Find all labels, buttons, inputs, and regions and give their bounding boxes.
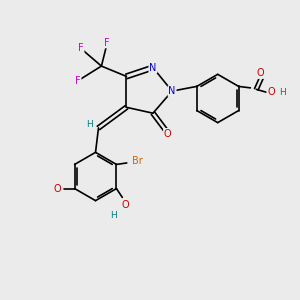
Text: H: H (279, 88, 286, 97)
Text: H: H (110, 212, 117, 220)
Text: F: F (104, 38, 110, 47)
Text: O: O (122, 200, 129, 210)
Text: O: O (267, 87, 275, 97)
Text: N: N (168, 86, 176, 96)
Text: H: H (86, 121, 93, 130)
Text: O: O (257, 68, 265, 78)
Text: O: O (53, 184, 61, 194)
Text: F: F (78, 44, 84, 53)
Text: N: N (149, 63, 157, 73)
Text: F: F (75, 76, 81, 86)
Text: Br: Br (132, 157, 142, 166)
Text: O: O (164, 129, 172, 139)
